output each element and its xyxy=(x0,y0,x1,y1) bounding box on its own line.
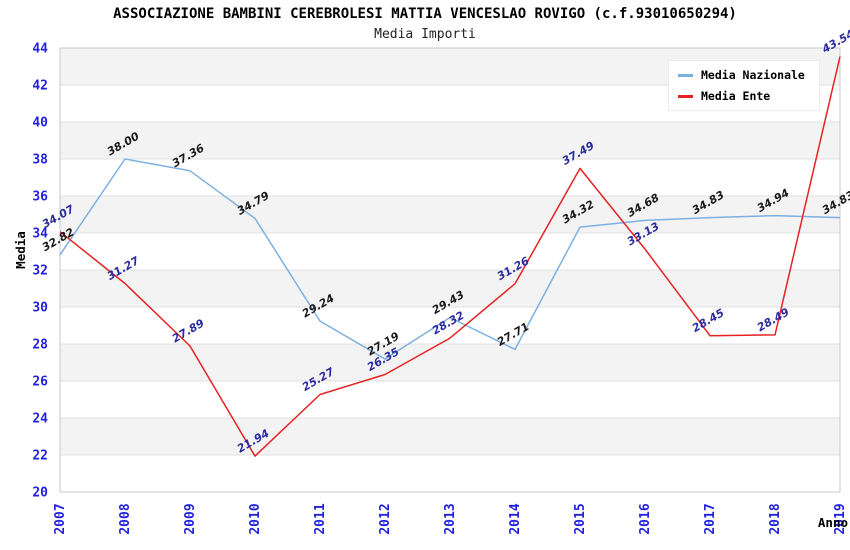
x-tick-label: 2017 xyxy=(703,503,718,534)
legend: Media Nazionale Media Ente xyxy=(668,60,820,111)
legend-item-media-ente: Media Ente xyxy=(678,89,810,103)
y-tick-label: 34 xyxy=(32,227,48,242)
x-tick-label: 2013 xyxy=(443,503,458,534)
x-tick-label: 2008 xyxy=(118,503,133,534)
legend-swatch-media-nazionale-icon xyxy=(678,73,693,77)
y-tick-label: 22 xyxy=(32,449,48,464)
chart-subtitle: Media Importi xyxy=(374,27,476,42)
y-tick-label: 42 xyxy=(32,79,48,94)
y-tick-label: 40 xyxy=(32,116,48,131)
x-tick-label: 2010 xyxy=(248,503,263,534)
y-tick-label: 28 xyxy=(32,338,48,353)
grid-band xyxy=(60,122,840,159)
data-label: 28.45 xyxy=(690,306,727,335)
y-tick-label: 30 xyxy=(32,301,48,316)
legend-item-media-nazionale: Media Nazionale xyxy=(678,68,810,82)
grid-band xyxy=(60,270,840,307)
y-tick-label: 26 xyxy=(32,375,48,390)
y-tick-label: 36 xyxy=(32,190,48,205)
data-label: 27.89 xyxy=(170,317,207,346)
grid-band xyxy=(60,418,840,455)
series-line-media-nazionale xyxy=(59,158,841,360)
x-tick-label: 2009 xyxy=(183,503,198,534)
y-tick-label: 20 xyxy=(32,486,48,501)
x-tick-label: 2016 xyxy=(638,503,653,534)
legend-swatch-media-ente-icon xyxy=(678,94,693,98)
x-tick-label: 2015 xyxy=(573,503,588,534)
x-tick-label: 2019 xyxy=(833,503,848,534)
x-axis-title: Anno xyxy=(818,515,848,530)
y-tick-label: 44 xyxy=(32,42,48,57)
plot-border xyxy=(59,47,841,493)
x-tick-label: 2018 xyxy=(768,503,783,534)
x-tick-label: 2014 xyxy=(508,503,523,534)
legend-label-media-nazionale: Media Nazionale xyxy=(701,68,805,82)
chart-title: ASSOCIAZIONE BAMBINI CEREBROLESI MATTIA … xyxy=(113,6,737,22)
x-tick-label: 2011 xyxy=(313,503,328,534)
y-tick-label: 32 xyxy=(32,264,48,279)
y-tick-label: 38 xyxy=(32,153,48,168)
legend-label-media-ente: Media Ente xyxy=(701,89,771,103)
grid-band xyxy=(60,344,840,381)
x-tick-label: 2007 xyxy=(53,503,68,534)
y-tick-label: 24 xyxy=(32,412,48,427)
data-label: 28.49 xyxy=(755,305,792,334)
x-tick-label: 2012 xyxy=(378,503,393,534)
y-axis-title: Media xyxy=(13,231,28,269)
series-line-media-ente xyxy=(59,56,841,457)
grid-band xyxy=(60,196,840,233)
